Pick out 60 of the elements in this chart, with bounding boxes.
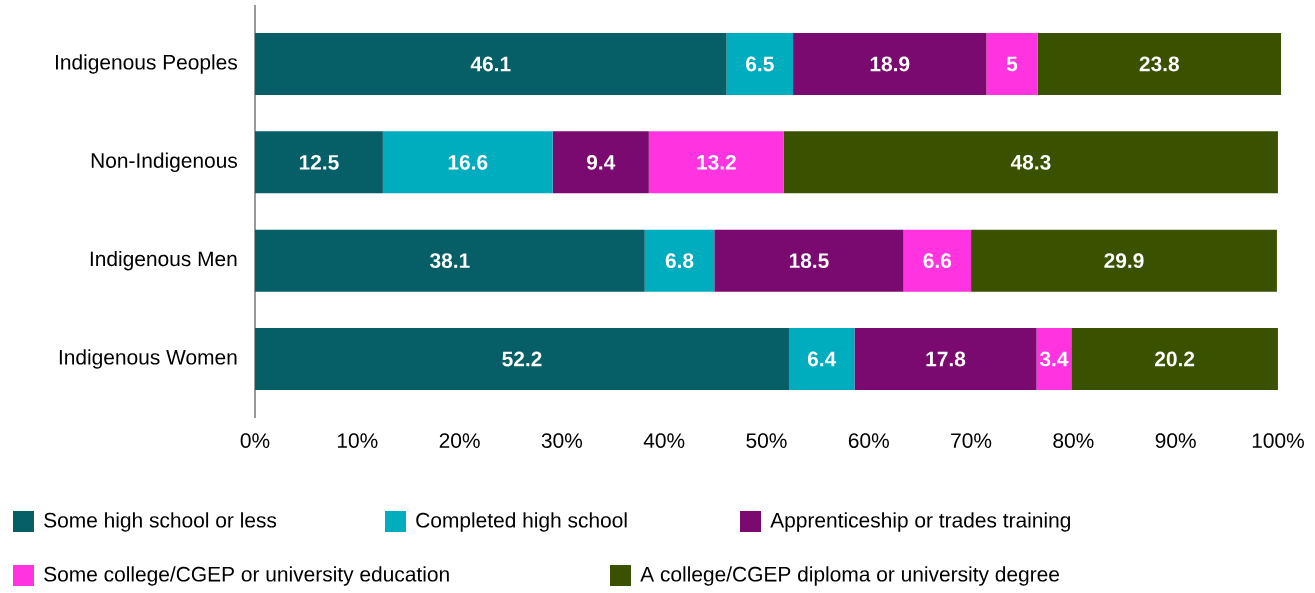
data-label: 13.2 xyxy=(697,154,736,170)
legend-label: Some college/CGEP or university education xyxy=(44,566,449,586)
legend-label: A college/CGEP diploma or university degree xyxy=(640,566,1059,586)
y-tick-label: Non-Indigenous xyxy=(91,152,238,173)
bar xyxy=(903,229,972,292)
x-tick-label: 50% xyxy=(746,433,787,448)
bar xyxy=(986,33,1038,95)
bar xyxy=(382,131,553,194)
bar xyxy=(255,328,789,390)
bar xyxy=(552,131,649,194)
bar xyxy=(648,131,784,194)
data-label: 6.8 xyxy=(665,253,694,269)
data-label: 6.6 xyxy=(923,253,952,269)
bar xyxy=(726,33,794,95)
x-tick-label: 60% xyxy=(848,433,889,448)
data-label: 12.5 xyxy=(299,154,339,170)
bar xyxy=(1037,33,1282,95)
legend-label: Apprenticeship or trades training xyxy=(770,512,1070,532)
data-label: 52.2 xyxy=(502,351,542,367)
data-label: 9.4 xyxy=(586,154,616,170)
bar xyxy=(1071,328,1278,390)
bar xyxy=(255,131,383,194)
legend-label: Some high school or less xyxy=(44,512,277,532)
data-label: 3.4 xyxy=(1039,351,1069,367)
x-tick-label: 30% xyxy=(541,433,583,448)
x-tick-label: 70% xyxy=(951,433,992,448)
data-label: 29.9 xyxy=(1104,253,1144,269)
data-label: 18.9 xyxy=(870,56,910,72)
bar xyxy=(788,328,855,390)
bar xyxy=(1036,328,1072,390)
x-tick-label: 90% xyxy=(1155,433,1196,448)
data-label: 20.2 xyxy=(1154,351,1195,367)
bar xyxy=(971,229,1277,292)
x-tick-label: 100% xyxy=(1252,433,1304,448)
data-label: 38.1 xyxy=(430,253,470,269)
data-label: 23.8 xyxy=(1139,56,1179,72)
data-label: 18.5 xyxy=(789,253,829,269)
bar xyxy=(255,229,645,292)
data-label: 16.6 xyxy=(448,154,488,170)
legend-label: Completed high school xyxy=(416,512,627,532)
y-tick-label: Indigenous Peoples xyxy=(55,54,238,74)
bar xyxy=(714,229,904,292)
bar xyxy=(255,33,727,95)
x-tick-label: 20% xyxy=(439,433,480,448)
y-tick-label: Indigenous Men xyxy=(90,250,237,271)
data-label: 6.5 xyxy=(746,56,774,72)
data-label: 5 xyxy=(1006,56,1018,72)
data-label: 48.3 xyxy=(1010,154,1051,170)
x-tick-label: 10% xyxy=(337,433,378,448)
data-label: 6.4 xyxy=(807,351,837,367)
data-label: 46.1 xyxy=(470,56,511,72)
x-tick-label: 80% xyxy=(1053,433,1094,448)
bar xyxy=(644,229,715,292)
x-tick-label: 40% xyxy=(643,433,685,448)
bar xyxy=(854,328,1037,390)
bar xyxy=(793,33,987,95)
data-label: 17.8 xyxy=(926,351,966,367)
y-tick-label: Indigenous Women xyxy=(59,349,237,369)
bar xyxy=(783,131,1278,194)
x-tick-label: 0% xyxy=(240,433,270,448)
